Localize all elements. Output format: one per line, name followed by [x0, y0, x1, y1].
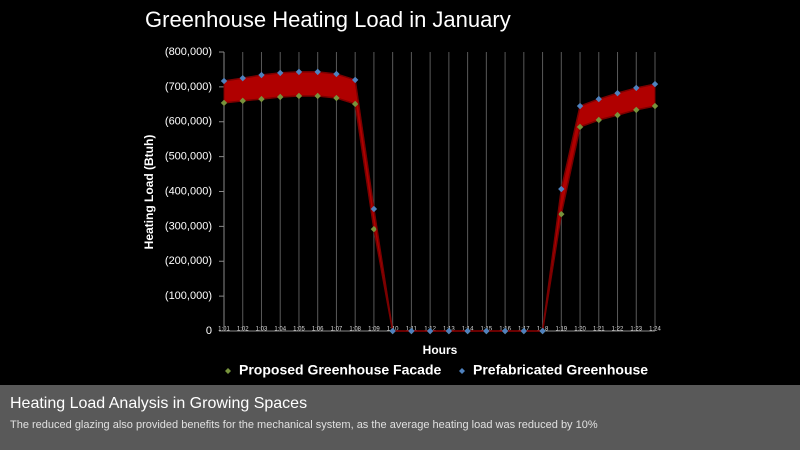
data-point: [595, 116, 602, 124]
data-point: [220, 77, 228, 85]
x-tick-label: 1:23: [630, 327, 642, 333]
data-point: [483, 327, 490, 335]
y-tick-label: (100,000): [165, 290, 212, 302]
x-tick-label: 1:24: [649, 327, 661, 333]
data-point: [295, 92, 303, 100]
data-point: [614, 89, 621, 97]
x-tick-label: 1:22: [612, 327, 624, 333]
data-point: [501, 327, 509, 335]
data-point: [333, 94, 340, 102]
y-tick-label: (700,000): [165, 81, 212, 93]
data-point: [445, 327, 453, 335]
caption-text: The reduced glazing also provided benefi…: [10, 419, 598, 431]
data-point: [370, 205, 378, 213]
data-point: [220, 99, 228, 107]
data-point: [426, 327, 434, 335]
chart-title: Greenhouse Heating Load in January: [145, 7, 511, 32]
data-point: [633, 106, 640, 114]
legend-marker: [459, 368, 465, 374]
legend-label: Proposed Greenhouse Facade: [239, 362, 441, 378]
data-point: [576, 123, 584, 131]
data-point: [464, 327, 471, 335]
y-tick-label: (400,000): [165, 185, 212, 197]
data-point: [277, 93, 284, 101]
data-point: [314, 92, 321, 100]
data-point: [389, 327, 396, 335]
data-point: [651, 80, 659, 88]
data-point: [633, 84, 640, 92]
data-point: [558, 210, 565, 218]
x-tick-label: 1:03: [256, 327, 268, 333]
y-tick-label: (800,000): [165, 46, 212, 58]
x-tick-label: 1:21: [593, 327, 605, 333]
x-axis-title: Hours: [423, 343, 458, 357]
legend-marker: [225, 368, 231, 374]
x-tick-label: 1:20: [574, 327, 586, 333]
data-point: [277, 69, 284, 77]
data-point: [370, 225, 378, 233]
data-point: [258, 95, 265, 103]
x-tick-label: 1:09: [368, 327, 380, 333]
data-point: [351, 100, 359, 108]
series-line: [223, 71, 656, 332]
x-tick-label: 1:06: [312, 327, 324, 333]
data-point: [558, 185, 565, 193]
data-point: [595, 95, 602, 103]
data-point: [239, 74, 246, 82]
data-point: [539, 327, 546, 335]
y-tick-label: 0: [206, 325, 212, 337]
data-point: [333, 70, 340, 78]
data-point: [408, 327, 415, 335]
x-tick-label: 1:07: [331, 327, 343, 333]
y-tick-label: (300,000): [165, 220, 212, 232]
data-point: [651, 102, 659, 110]
x-tick-label: 1:02: [237, 327, 249, 333]
data-point: [295, 68, 303, 76]
data-point: [520, 327, 528, 335]
caption-title: Heating Load Analysis in Growing Spaces: [10, 395, 307, 412]
data-point: [614, 111, 621, 119]
legend-label: Prefabricated Greenhouse: [473, 362, 648, 378]
y-tick-label: (200,000): [165, 255, 212, 267]
caption-bar: [0, 385, 800, 450]
x-tick-label: 1:05: [293, 327, 305, 333]
x-tick-label: 1:04: [274, 327, 286, 333]
data-point: [239, 97, 246, 105]
y-axis-title: Heating Load (Btuh): [142, 135, 156, 250]
x-tick-label: 1:08: [349, 327, 361, 333]
data-point: [576, 102, 584, 110]
data-point: [258, 71, 265, 79]
x-tick-label: 1:19: [555, 327, 567, 333]
data-point: [314, 68, 321, 76]
y-tick-label: (500,000): [165, 151, 212, 163]
y-tick-label: (600,000): [165, 116, 212, 128]
data-point: [351, 76, 359, 84]
